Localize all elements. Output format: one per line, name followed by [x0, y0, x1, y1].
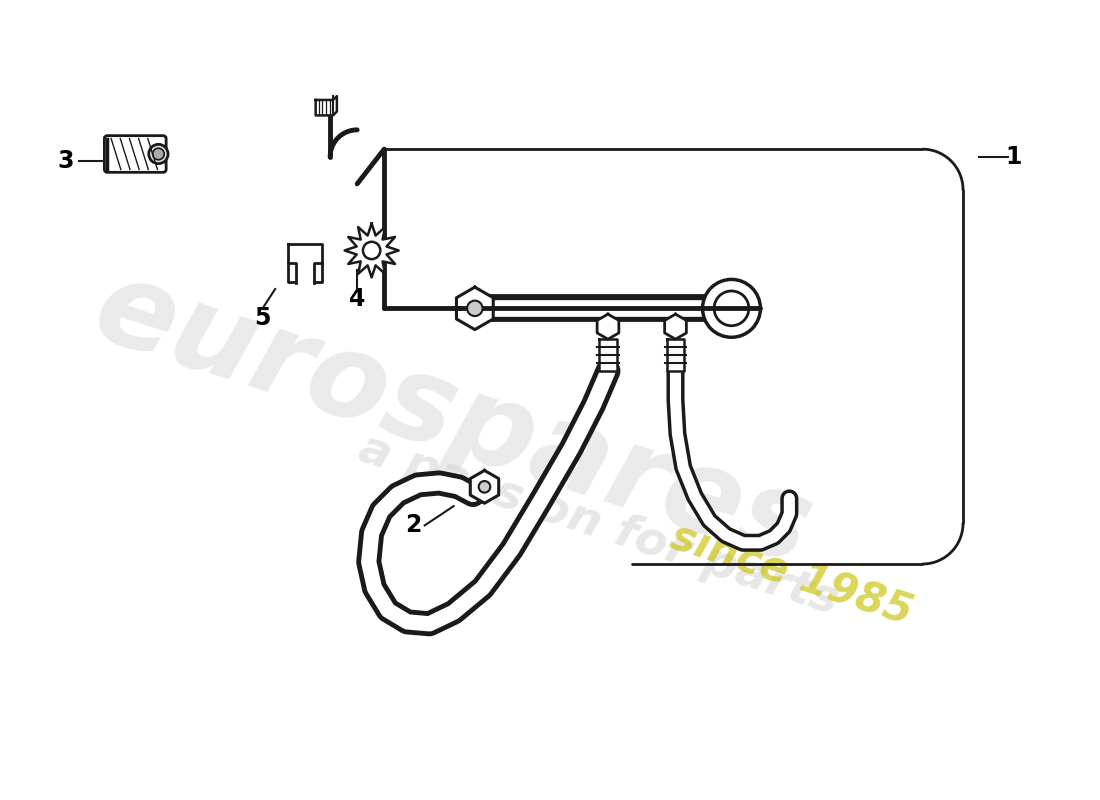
Polygon shape — [664, 314, 686, 339]
Circle shape — [478, 481, 491, 493]
Polygon shape — [288, 244, 322, 282]
Polygon shape — [667, 339, 684, 371]
Polygon shape — [296, 263, 314, 284]
Text: 2: 2 — [405, 514, 421, 538]
FancyBboxPatch shape — [104, 136, 166, 172]
Text: 1: 1 — [1005, 145, 1022, 169]
Text: 4: 4 — [349, 286, 365, 310]
Text: 5: 5 — [254, 306, 271, 330]
Polygon shape — [344, 223, 398, 278]
Polygon shape — [316, 96, 337, 115]
Polygon shape — [597, 314, 619, 339]
Circle shape — [148, 144, 168, 164]
Text: a passion for parts: a passion for parts — [353, 426, 844, 624]
Polygon shape — [456, 287, 493, 330]
Text: eurospares: eurospares — [81, 250, 826, 590]
Text: 3: 3 — [57, 149, 74, 173]
Circle shape — [363, 242, 381, 259]
Circle shape — [153, 148, 164, 160]
Polygon shape — [600, 339, 617, 371]
Polygon shape — [471, 470, 498, 503]
Text: since 1985: since 1985 — [666, 514, 917, 633]
Circle shape — [703, 279, 760, 338]
Circle shape — [468, 301, 483, 316]
